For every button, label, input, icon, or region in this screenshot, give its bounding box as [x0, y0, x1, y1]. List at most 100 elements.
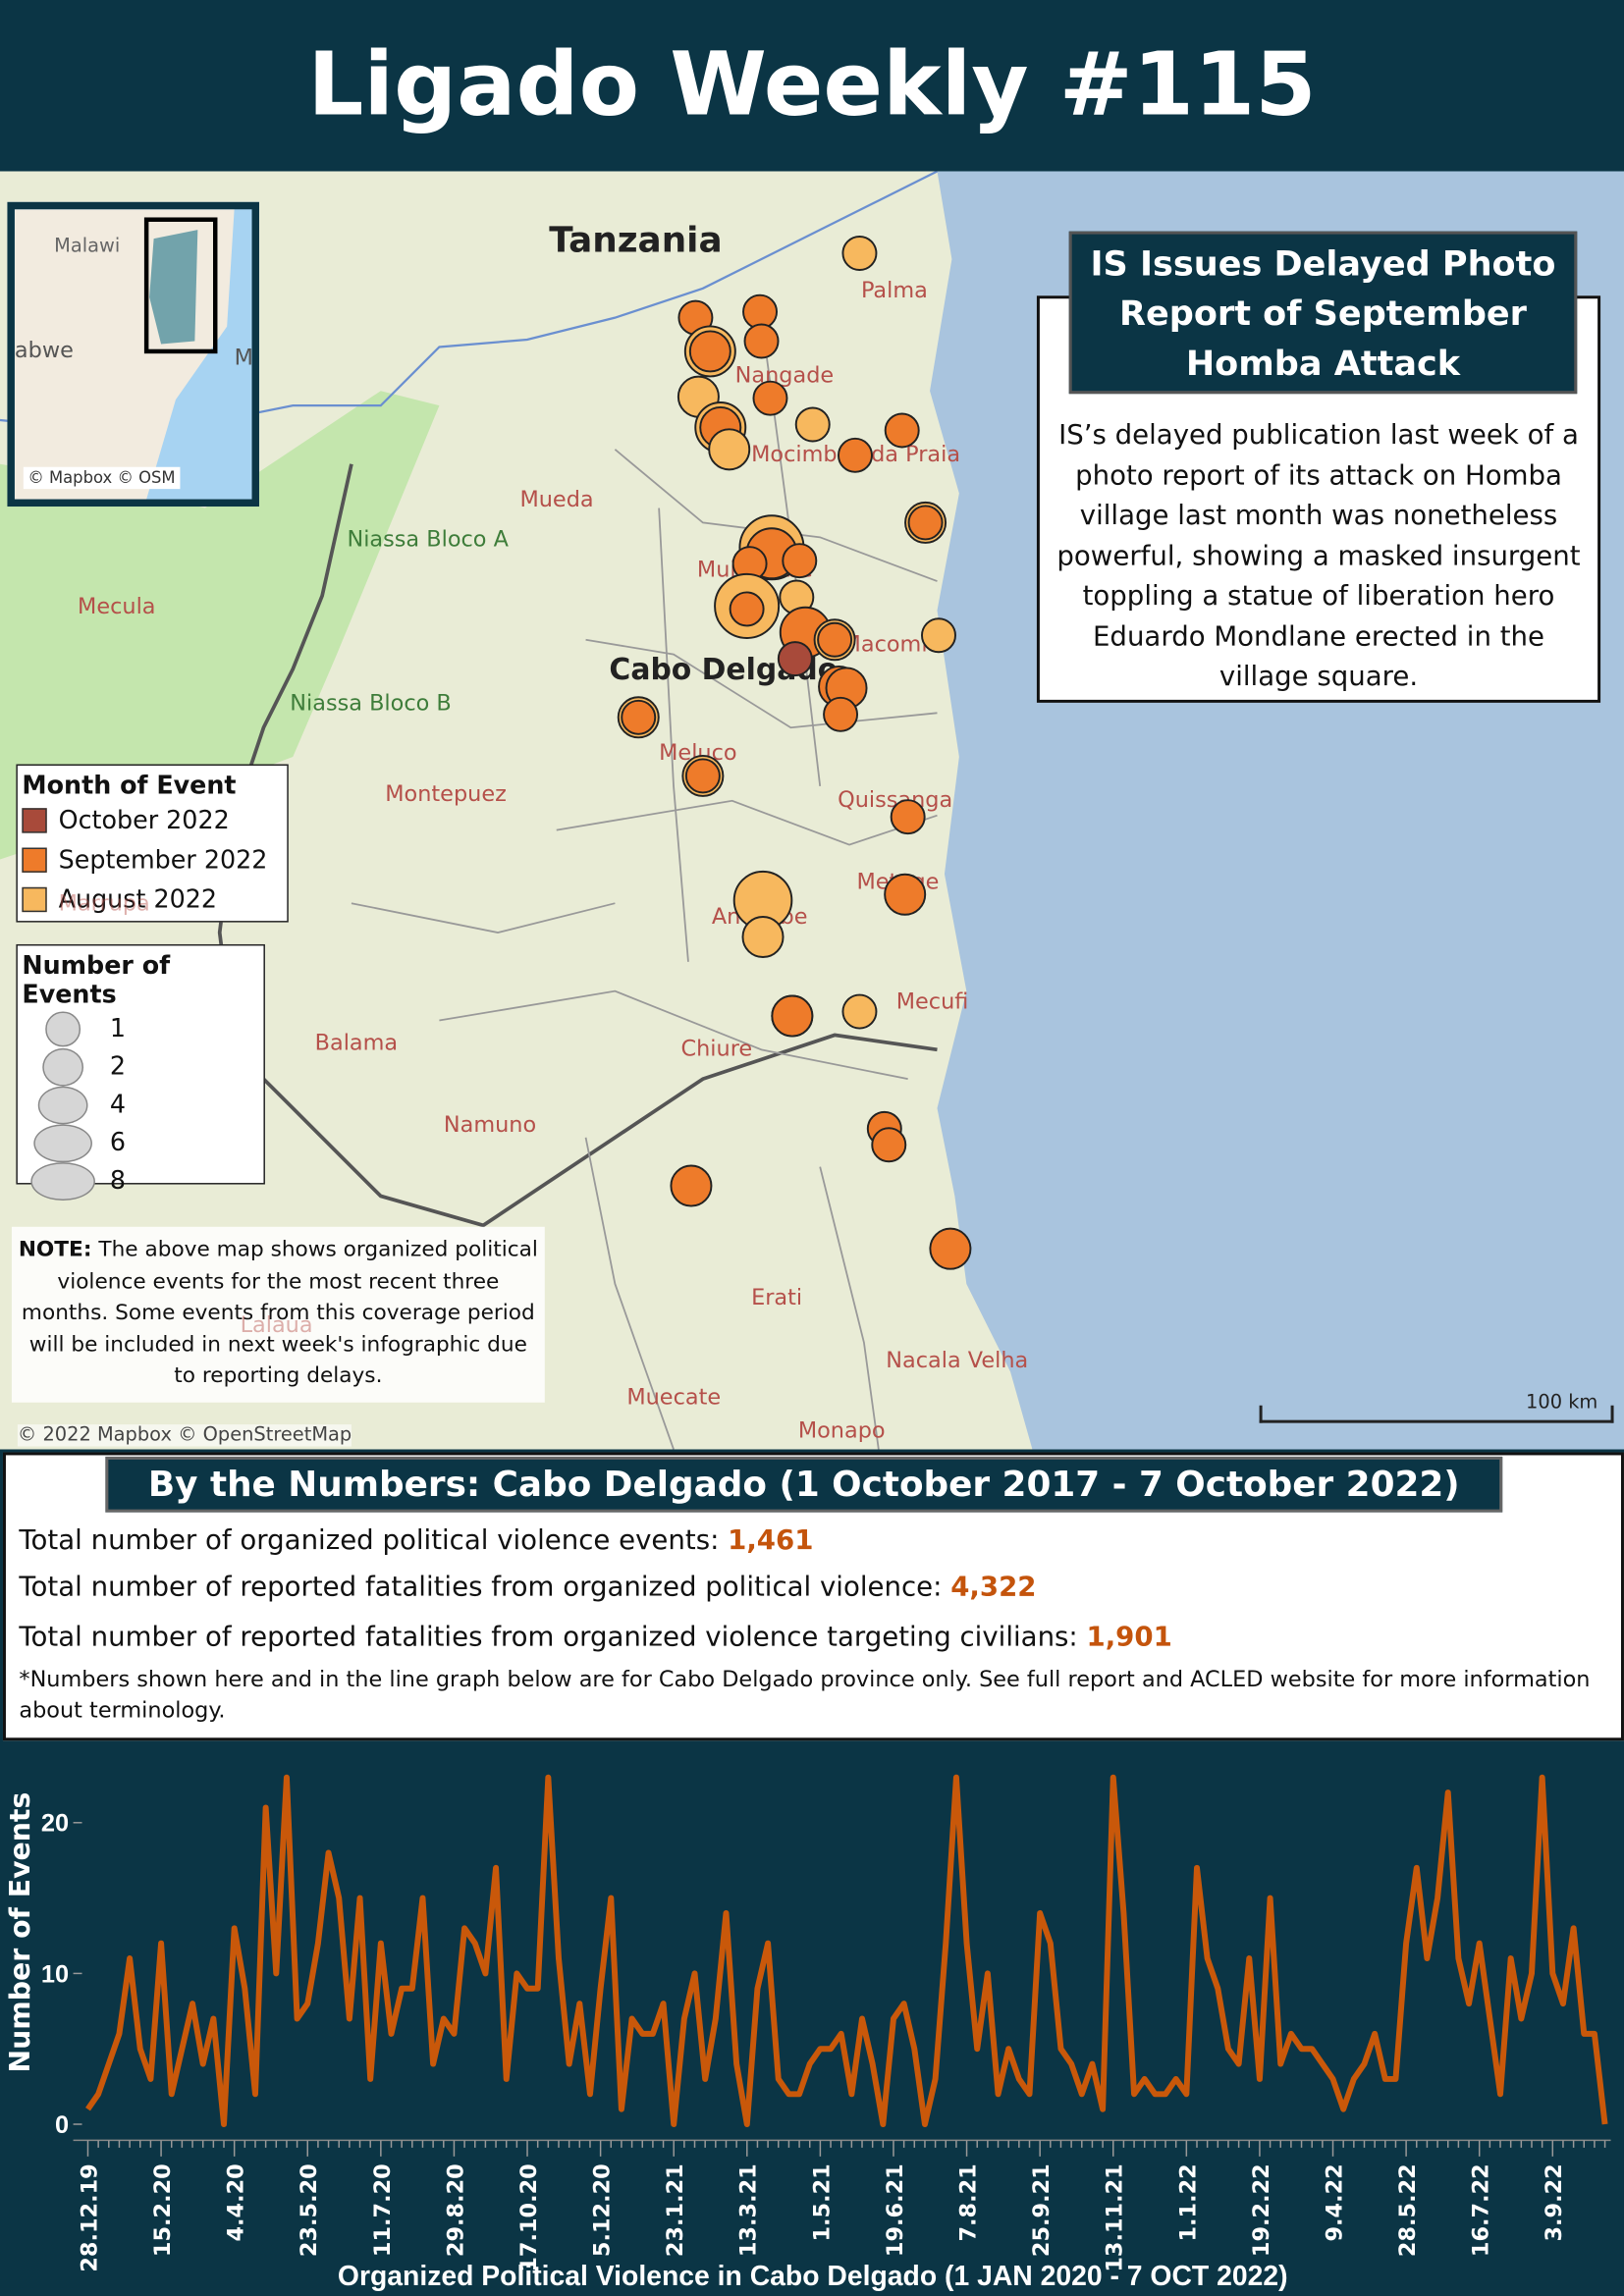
- map-attribution[interactable]: © 2022 Mapbox © OpenStreetMap: [18, 1424, 352, 1446]
- legend-swatch: [22, 887, 46, 912]
- y-tick-label: 20: [41, 1810, 69, 1838]
- x-tick-label: 17.10.20: [516, 2163, 542, 2271]
- events-line: [87, 1778, 1604, 2124]
- events-line-chart: 0 10 20 28.12.19 15.2.20 4.4.20 23.5.20 11.7.20…: [0, 1742, 1624, 2296]
- x-tick-label: 28.12.19: [77, 2163, 102, 2271]
- event-marker-september[interactable]: [824, 698, 857, 731]
- event-marker-september[interactable]: [731, 592, 764, 625]
- by-the-numbers: By the Numbers: Cabo Delgado (1 October …: [3, 1452, 1624, 1740]
- x-tick-label: 29.8.20: [443, 2163, 468, 2257]
- legend-swatch: [22, 848, 46, 873]
- page-title: Ligado Weekly #115: [0, 0, 1624, 171]
- stat-fatalities: Total number of reported fatalities from…: [19, 1573, 1036, 1603]
- x-tick-label: 19.2.22: [1249, 2163, 1274, 2257]
- event-marker-august[interactable]: [842, 995, 876, 1029]
- event-marker-august[interactable]: [709, 429, 749, 469]
- size-legend-item: 6: [22, 1124, 259, 1162]
- legend-item: September 2022: [22, 840, 282, 880]
- x-tick-label: 28.5.22: [1395, 2163, 1421, 2257]
- x-tick-label: 4.4.20: [224, 2163, 249, 2241]
- size-legend-item: 2: [22, 1048, 259, 1087]
- stat-civilian-fatalities: Total number of reported fatalities from…: [19, 1622, 1171, 1652]
- x-tick-label: 23.1.21: [663, 2163, 688, 2257]
- event-marker-september[interactable]: [753, 382, 786, 415]
- event-marker-august[interactable]: [742, 917, 783, 957]
- legend-label: 8: [110, 1167, 126, 1197]
- stat-value: 1,901: [1087, 1622, 1172, 1652]
- event-marker-october[interactable]: [779, 642, 812, 675]
- x-tick-label: 23.5.20: [297, 2163, 322, 2257]
- x-tick-label: 16.7.22: [1469, 2163, 1494, 2257]
- place-label: Lalaua: [241, 1311, 313, 1338]
- event-marker-september[interactable]: [686, 759, 720, 792]
- event-marker-september[interactable]: [690, 331, 731, 371]
- footnote: *Numbers shown here and in the line grap…: [19, 1665, 1607, 1727]
- x-tick-label: 25.9.21: [1029, 2163, 1055, 2257]
- y-tick-label: 10: [41, 1960, 69, 1988]
- stat-value: 1,461: [728, 1525, 813, 1556]
- event-marker-september[interactable]: [772, 996, 812, 1037]
- legend-label: 2: [110, 1052, 126, 1082]
- size-bubble: [34, 1124, 92, 1162]
- event-marker-september[interactable]: [872, 1128, 905, 1161]
- legend-label: September 2022: [59, 845, 268, 875]
- event-marker-september[interactable]: [930, 1229, 970, 1269]
- legend-swatch: [22, 808, 46, 832]
- place-label: Marrupa: [59, 890, 150, 917]
- x-tick-label: 11.7.20: [370, 2163, 396, 2257]
- month-legend-title: Month of Event: [22, 772, 282, 801]
- legend-label: 4: [110, 1091, 126, 1120]
- x-tick-label: 1.1.22: [1175, 2163, 1201, 2241]
- x-axis-title: Organized Political Violence in Cabo Del…: [338, 2261, 1288, 2292]
- event-marker-september[interactable]: [743, 295, 777, 329]
- x-tick-label: 19.6.21: [883, 2163, 908, 2257]
- size-legend-item: 8: [22, 1162, 259, 1201]
- event-marker-september[interactable]: [671, 1166, 711, 1206]
- x-tick-label: 13.11.21: [1103, 2163, 1128, 2271]
- stat-value: 4,322: [950, 1573, 1036, 1603]
- month-legend: Month of Event October 2022 September 202…: [16, 765, 288, 923]
- size-bubble: [31, 1162, 95, 1201]
- x-tick-label: 7.8.21: [956, 2163, 982, 2241]
- y-axis-title: Number of Events: [4, 1792, 36, 2073]
- event-marker-september[interactable]: [622, 701, 655, 734]
- x-tick-label: 9.4.22: [1322, 2163, 1347, 2241]
- stat-label: Total number of reported fatalities from…: [19, 1622, 1086, 1652]
- y-tick-label: 0: [55, 2111, 69, 2139]
- size-legend-item: 1: [22, 1010, 259, 1048]
- numbers-title: By the Numbers: Cabo Delgado (1 October …: [105, 1457, 1502, 1513]
- x-tick-label: 5.12.20: [590, 2163, 616, 2257]
- x-tick-label: 13.3.21: [736, 2163, 762, 2257]
- stat-events: Total number of organized political viol…: [19, 1525, 813, 1556]
- size-bubble: [37, 1087, 87, 1125]
- event-marker-september[interactable]: [909, 506, 943, 539]
- note-label: NOTE:: [19, 1239, 92, 1262]
- event-marker-september[interactable]: [886, 413, 919, 447]
- legend-item: October 2022: [22, 801, 282, 840]
- size-bubble: [46, 1012, 81, 1046]
- legend-label: 6: [110, 1129, 126, 1158]
- event-marker-august[interactable]: [796, 408, 830, 442]
- event-marker-september[interactable]: [783, 544, 816, 577]
- stat-label: Total number of organized political viol…: [19, 1525, 728, 1556]
- event-marker-september[interactable]: [818, 623, 851, 657]
- size-legend-item: 4: [22, 1087, 259, 1125]
- event-marker-august[interactable]: [922, 618, 955, 652]
- x-tick-label: 15.2.20: [150, 2163, 176, 2257]
- event-marker-september[interactable]: [892, 800, 925, 833]
- x-tick-label: 1.5.21: [809, 2163, 835, 2241]
- event-marker-september[interactable]: [839, 439, 872, 472]
- size-bubble: [42, 1048, 83, 1087]
- story-title: IS Issues Delayed Photo Report of Septem…: [1069, 232, 1578, 395]
- legend-label: October 2022: [59, 806, 230, 835]
- scale-label: 100 km: [1526, 1392, 1597, 1414]
- event-marker-september[interactable]: [885, 875, 925, 915]
- event-marker-september[interactable]: [745, 324, 779, 357]
- stat-label: Total number of reported fatalities from…: [19, 1573, 950, 1603]
- x-tick-label: 3.9.22: [1542, 2163, 1567, 2241]
- legend-label: 1: [110, 1015, 126, 1044]
- event-marker-august[interactable]: [842, 237, 876, 270]
